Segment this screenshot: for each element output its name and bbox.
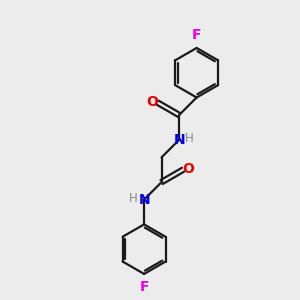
Text: H: H (129, 192, 138, 205)
Text: N: N (138, 193, 150, 207)
Text: F: F (192, 28, 201, 41)
Text: N: N (173, 133, 185, 147)
Text: O: O (182, 162, 194, 176)
Text: H: H (185, 132, 194, 145)
Text: O: O (146, 95, 158, 109)
Text: F: F (139, 280, 149, 294)
